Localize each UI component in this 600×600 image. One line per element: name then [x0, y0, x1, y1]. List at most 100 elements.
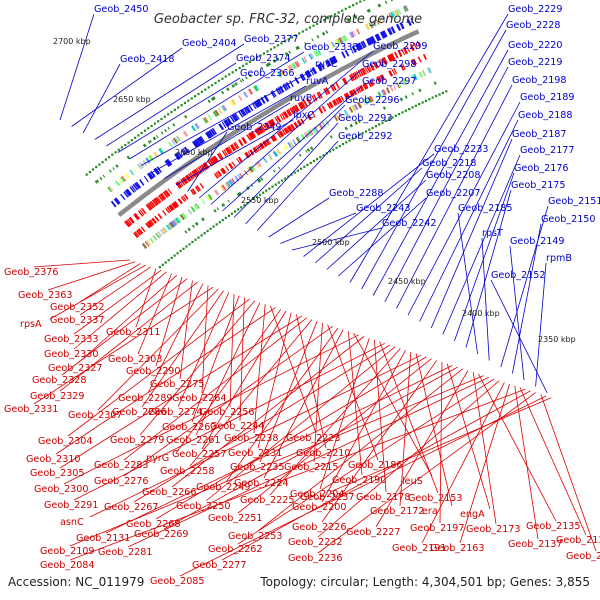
gene-segment	[389, 85, 394, 92]
tick-mark	[359, 0, 362, 3]
gene-segment	[207, 99, 211, 103]
callout-line	[47, 261, 136, 291]
gene-segment	[123, 191, 129, 198]
tick-mark	[248, 60, 252, 63]
gene-segment	[362, 67, 367, 75]
tick-mark	[269, 48, 273, 51]
gene-segment	[231, 178, 236, 184]
gene-segment	[124, 220, 130, 228]
gene-segment	[114, 180, 121, 187]
tick-mark	[167, 259, 170, 262]
callout-line	[221, 390, 531, 561]
gene-segment	[413, 42, 418, 50]
tick-mark	[143, 129, 147, 132]
gene-segment	[177, 198, 183, 205]
callout-line	[329, 397, 552, 493]
gene-segment	[237, 95, 243, 102]
gene-segment	[328, 57, 335, 65]
tick-mark	[368, 128, 371, 131]
gene-segment	[402, 47, 408, 55]
tick-mark	[273, 46, 276, 49]
gene-segment	[129, 186, 135, 193]
gene-label-geob_2311: Geob_2311	[106, 327, 161, 338]
tick-mark	[262, 191, 265, 194]
gene-label-geob_2256: Geob_2256	[200, 407, 255, 418]
gene-label-geob_2186: Geob_2186	[348, 460, 403, 471]
gene-segment	[287, 108, 293, 116]
gene-segment	[251, 130, 257, 138]
callout-line	[205, 346, 396, 502]
tick-mark	[326, 17, 329, 20]
gene-label-geob_2418: Geob_2418	[120, 54, 175, 65]
gene-label-geob_2281: Geob_2281	[98, 547, 153, 558]
gene-segment	[297, 45, 300, 50]
tick-mark	[277, 181, 280, 184]
tick-mark	[243, 204, 246, 207]
tick-mark	[207, 86, 210, 89]
gene-segment	[349, 31, 354, 39]
gene-segment	[270, 90, 276, 98]
callout-line	[187, 131, 228, 192]
gene-segment	[241, 108, 247, 116]
gene-segment	[128, 216, 135, 224]
gene-segment	[118, 178, 123, 184]
gene-segment	[156, 231, 163, 238]
gene-label-geob_2152: Geob_2152	[491, 270, 546, 281]
gene-segment	[377, 75, 382, 82]
gene-segment	[331, 83, 337, 91]
gene-segment	[162, 227, 168, 233]
gene-segment	[244, 106, 251, 114]
gene-segment	[220, 105, 227, 112]
gene-segment	[348, 106, 354, 113]
gene-label-geob_2151: Geob_2151	[548, 196, 600, 207]
gene-segment	[262, 123, 268, 131]
gene-segment	[410, 17, 415, 25]
gene-segment	[241, 78, 245, 82]
gene-segment	[368, 95, 374, 103]
gene-segment	[321, 31, 326, 36]
gene-segment	[390, 11, 395, 18]
gene-segment	[375, 19, 380, 25]
gene-label-geob_2204: Geob_2204	[290, 489, 345, 500]
gene-segment	[359, 69, 364, 76]
gene-segment	[340, 36, 345, 43]
gene-segment	[167, 141, 173, 148]
gene-segment	[302, 99, 308, 107]
gene-segment	[237, 174, 242, 180]
gene-segment	[318, 107, 324, 114]
gene-segment	[113, 198, 120, 205]
tick-mark	[322, 154, 325, 157]
tick-mark	[301, 30, 304, 33]
tick-mark	[173, 108, 176, 111]
callout-line	[327, 324, 379, 461]
tick-mark	[418, 103, 421, 106]
gene-segment	[259, 125, 265, 133]
gene-segment	[228, 162, 234, 170]
gene-segment	[212, 96, 216, 100]
tick-mark	[200, 234, 203, 237]
gene-label-geob_2198: Geob_2198	[512, 75, 567, 86]
gene-segment	[148, 154, 155, 162]
gene-segment	[371, 79, 375, 86]
tick-mark	[176, 252, 179, 255]
gene-segment	[274, 116, 280, 124]
gene-label-geob_2291: Geob_2291	[44, 500, 99, 511]
tick-mark	[95, 165, 98, 169]
callout-line	[61, 278, 188, 376]
gene-segment	[146, 156, 152, 163]
gene-segment	[156, 166, 162, 173]
callout-line	[59, 13, 95, 121]
gene-segment	[386, 87, 391, 94]
tick-mark	[319, 20, 322, 23]
gene-labels-top: Geob_2450 Geob_2404 Geob_2418 Geob_2377 Geob…	[94, 4, 600, 281]
tick-mark	[435, 95, 438, 98]
tick-mark	[274, 183, 277, 186]
gene-segment	[166, 206, 172, 213]
gene-segment	[221, 203, 225, 208]
gene-segment	[224, 147, 231, 155]
gene-label-geob_2298: Geob_2298	[362, 59, 417, 70]
gene-label-geob_2304: Geob_2304	[38, 436, 93, 447]
gene-segment	[313, 94, 318, 101]
callout-line	[239, 297, 245, 422]
callout-line	[69, 388, 526, 561]
